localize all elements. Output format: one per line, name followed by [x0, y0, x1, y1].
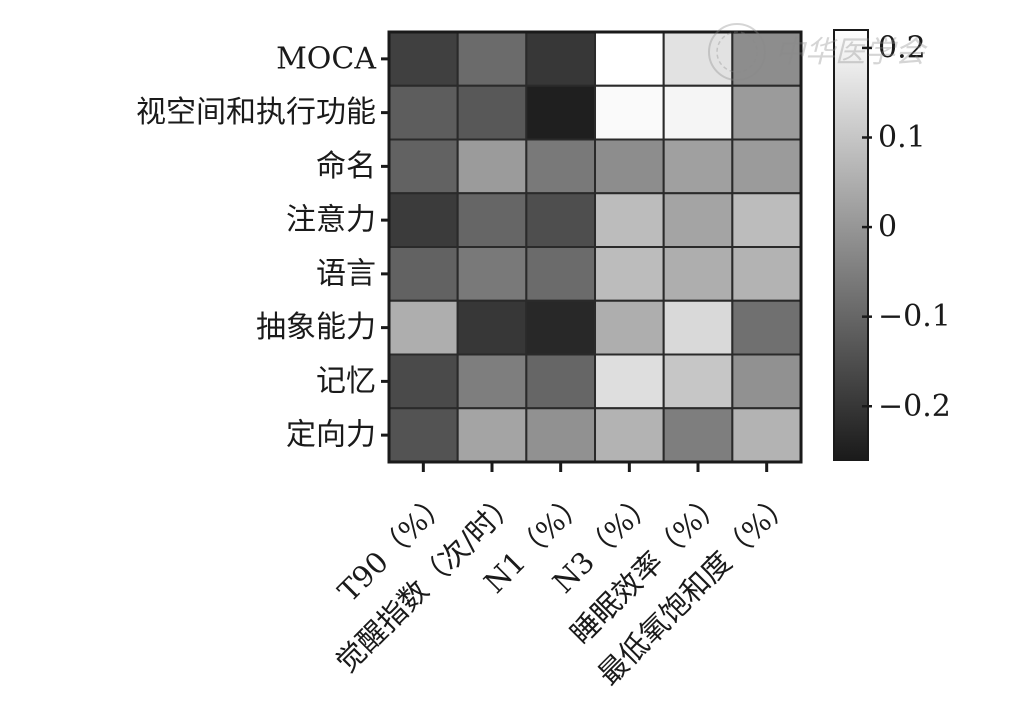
- heatmap-cell: [731, 246, 803, 302]
- heatmap-cell: [388, 299, 459, 356]
- heatmap-cell: [525, 299, 597, 356]
- heatmap-cell: [456, 299, 528, 356]
- watermark-text: 中华医学会: [775, 35, 928, 70]
- heatmap-cell: [662, 84, 734, 141]
- heatmap-cell: [662, 138, 734, 195]
- heatmap-frame: [387, 30, 803, 464]
- heatmap-cell: [731, 84, 803, 141]
- heatmap-cell: [594, 407, 665, 463]
- heatmap-cell: [731, 299, 803, 356]
- heatmap-cell: [594, 246, 665, 302]
- heatmap-cell: [456, 353, 528, 410]
- y-tick-label: 抽象能力: [256, 310, 376, 345]
- heatmap-cell: [388, 246, 459, 302]
- heatmap-cell: [456, 84, 528, 141]
- heatmap-cell: [662, 407, 734, 463]
- colorbar-gradient: [833, 29, 869, 461]
- heatmap-cell: [388, 31, 459, 87]
- y-tick-label: 命名: [316, 149, 376, 184]
- heatmap-cell: [388, 353, 459, 410]
- heatmap-cell: [731, 138, 803, 195]
- y-tick-label: 语言: [316, 256, 376, 291]
- y-tick-label: 注意力: [286, 203, 376, 238]
- heatmap-cell: [525, 31, 597, 87]
- heatmap-cell: [456, 192, 528, 248]
- heatmap-cell: [388, 84, 459, 141]
- watermark-seal-icon: [708, 23, 766, 81]
- heatmap-cell: [594, 299, 665, 356]
- heatmap-cell: [525, 84, 597, 141]
- heatmap-cell: [662, 31, 734, 87]
- y-tick-label: 定向力: [286, 418, 376, 453]
- heatmap-cell: [388, 192, 459, 248]
- colorbar-tick-label: 0: [878, 210, 897, 245]
- heatmap-cell: [594, 138, 665, 195]
- y-tick-label: 记忆: [316, 364, 376, 399]
- heatmap-cell: [525, 192, 597, 248]
- heatmap-cell: [594, 192, 665, 248]
- y-tick-label: 视空间和执行功能: [136, 95, 376, 130]
- heatmap-cell: [662, 299, 734, 356]
- heatmap-cell: [731, 31, 803, 87]
- heatmap-cell: [525, 407, 597, 463]
- colorbar-tick-label: 0.1: [878, 120, 926, 155]
- heatmap-cell: [662, 192, 734, 248]
- colorbar: −0.2 −0.1 0 0.1 0.2: [833, 29, 951, 461]
- heatmap-cell: [456, 138, 528, 195]
- colorbar-tick-label: 0.2: [878, 30, 926, 65]
- heatmap-cell: [456, 31, 528, 87]
- heatmap-cell: [662, 246, 734, 302]
- heatmap-cell: [731, 407, 803, 463]
- watermark: 中华医学会: [708, 23, 928, 81]
- heatmap-cell: [525, 246, 597, 302]
- heatmap-cell: [525, 353, 597, 410]
- y-tick-label: MOCA: [276, 41, 376, 76]
- heatmap-cell: [456, 407, 528, 463]
- colorbar-tick-label: −0.1: [878, 299, 951, 334]
- x-axis: T90（%）觉醒指数（次/时）N1（%）N3（%）睡眠效率（%）最低氧饱和度（%…: [329, 462, 799, 692]
- colorbar-tick-label: −0.2: [878, 389, 951, 424]
- heatmap-cell: [594, 353, 665, 410]
- heatmap-cell: [594, 84, 665, 141]
- heatmap-cell: [456, 246, 528, 302]
- heatmap-cell: [731, 192, 803, 248]
- heatmap-cell: [731, 353, 803, 410]
- heatmap-cell: [594, 31, 665, 87]
- heatmap-cell: [388, 138, 459, 195]
- heatmap-cell: [388, 407, 459, 463]
- heatmap-cells: [387, 30, 803, 464]
- heatmap-cell: [662, 353, 734, 410]
- heatmap-cell: [525, 138, 597, 195]
